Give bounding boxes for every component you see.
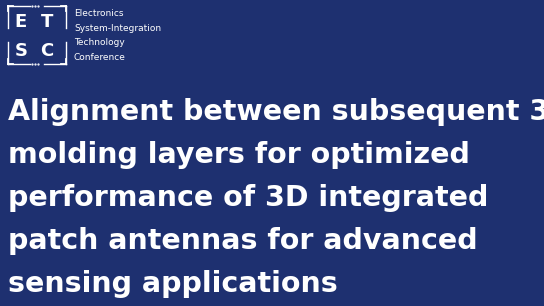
Text: System-Integration: System-Integration <box>74 24 161 33</box>
Text: E: E <box>14 13 27 31</box>
Text: patch antennas for advanced: patch antennas for advanced <box>8 227 478 255</box>
Text: T: T <box>40 13 53 31</box>
Text: Electronics: Electronics <box>74 9 123 18</box>
Text: performance of 3D integrated: performance of 3D integrated <box>8 184 489 212</box>
Text: molding layers for optimized: molding layers for optimized <box>8 141 470 169</box>
Text: Technology: Technology <box>74 39 125 47</box>
Text: Alignment between subsequent 3D: Alignment between subsequent 3D <box>8 98 544 126</box>
Text: S: S <box>14 42 27 60</box>
Text: C: C <box>40 42 54 60</box>
Text: sensing applications: sensing applications <box>8 270 338 298</box>
Text: Conference: Conference <box>74 53 126 62</box>
